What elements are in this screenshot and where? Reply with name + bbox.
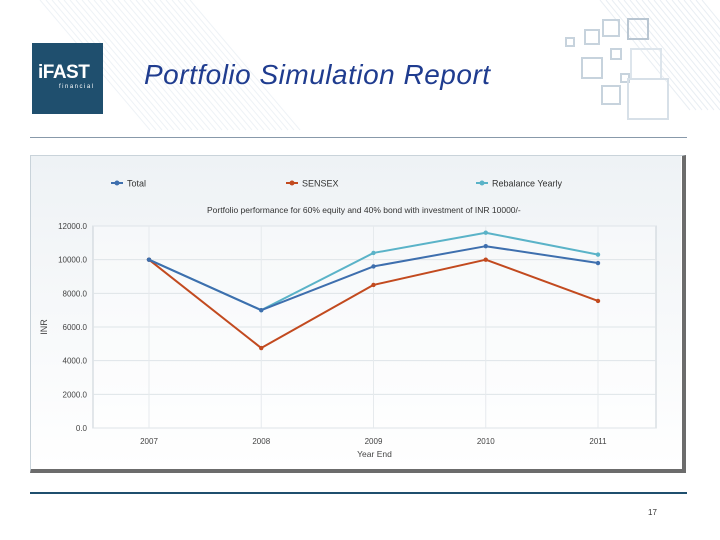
data-point-rebalance-yearly[interactable]	[595, 252, 601, 257]
data-point-sensex[interactable]	[259, 345, 264, 351]
line-chart: Total SENSEX Rebalance Yearly Portfolio per…	[31, 156, 681, 468]
data-point-total[interactable]	[259, 307, 264, 313]
legend-label: Total	[127, 179, 146, 189]
y-axis-label: INR	[39, 319, 49, 335]
legend-label: SENSEX	[302, 179, 339, 189]
page-number: 17	[648, 508, 657, 517]
x-tick-label: 2007	[140, 437, 158, 446]
header-divider	[30, 137, 687, 138]
chart-title: Portfolio performance for 60% equity and…	[207, 205, 521, 215]
x-tick-label: 2010	[477, 437, 495, 446]
y-tick-label: 0.0	[76, 424, 88, 433]
data-point-sensex[interactable]	[371, 282, 376, 288]
data-point-total[interactable]	[371, 264, 376, 269]
data-point-total[interactable]	[595, 260, 601, 266]
y-tick-label: 12000.0	[58, 222, 87, 231]
logo-name: iFAST	[38, 62, 90, 83]
x-tick-label: 2009	[365, 437, 383, 446]
y-tick-label: 8000.0	[63, 289, 88, 298]
data-point-total[interactable]	[483, 244, 488, 249]
data-point-rebalance-yearly[interactable]	[371, 250, 376, 256]
footer-divider	[30, 492, 687, 494]
y-tick-label: 6000.0	[63, 323, 88, 332]
y-tick-label: 2000.0	[63, 390, 88, 399]
decorative-squares	[555, 15, 695, 125]
data-point-rebalance-yearly[interactable]	[483, 230, 488, 235]
legend-item-total[interactable]: Total	[111, 179, 146, 189]
legend-item-rebalance-yearly[interactable]: Rebalance Yearly	[476, 179, 563, 189]
decorative-stripes	[39, 0, 720, 131]
chart-frame: Total SENSEX Rebalance Yearly Portfolio per…	[30, 155, 686, 473]
x-tick-label: 2008	[252, 437, 270, 446]
logo-subtitle: financial	[59, 84, 95, 90]
x-tick-label: 2011	[589, 437, 607, 446]
y-tick-label: 10000.0	[58, 256, 87, 265]
ifast-logo: iFAST financial	[32, 43, 103, 114]
legend-label: Rebalance Yearly	[492, 179, 563, 189]
legend-item-sensex[interactable]: SENSEX	[286, 179, 339, 189]
x-axis-label: Year End	[357, 449, 392, 459]
y-tick-label: 4000.0	[63, 357, 88, 366]
data-point-sensex[interactable]	[595, 298, 601, 304]
data-point-total[interactable]	[146, 257, 152, 262]
page-title: Portfolio Simulation Report	[144, 59, 491, 90]
data-point-sensex[interactable]	[483, 257, 488, 262]
